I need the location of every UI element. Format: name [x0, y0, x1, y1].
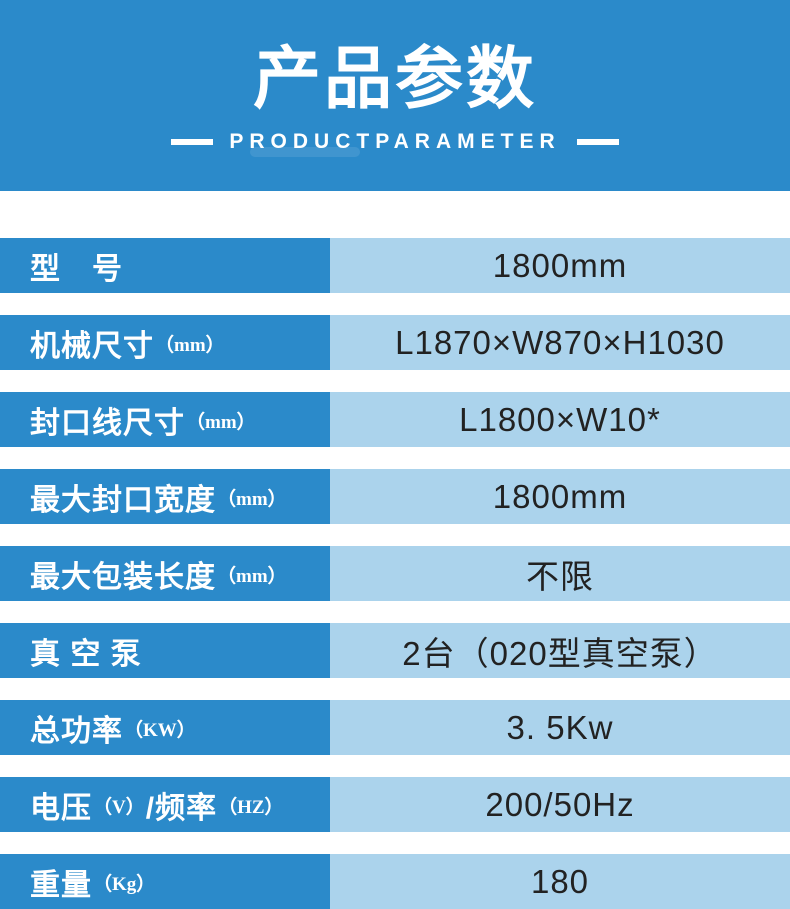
spec-label: 封口线尺寸 （mm） — [0, 392, 330, 447]
spec-table: 型 号 1800mm 机械尺寸 （mm） L1870×W870×H1030 封口… — [0, 238, 790, 909]
spec-label-text: 重量 — [30, 868, 92, 902]
table-row-max-package-length: 最大包装长度 （mm） 不限 — [0, 546, 790, 601]
spec-label-text: 机械尺寸 — [30, 329, 154, 363]
spec-label-unit: （mm） — [217, 489, 287, 510]
spec-label: 最大包装长度 （mm） — [0, 546, 330, 601]
product-parameter-banner: 产品参数 PRODUCTPARAMETER — [0, 0, 790, 191]
spec-value: 2台（020型真空泵） — [330, 623, 790, 678]
spec-label-text: 封口线尺寸 — [30, 406, 185, 440]
spec-label-unit: （mm） — [217, 566, 287, 587]
spec-value: 3. 5Kw — [330, 700, 790, 755]
spec-label: 型 号 — [0, 238, 330, 293]
table-row-weight: 重量 （Kg） 180 — [0, 854, 790, 909]
table-row-voltage-frequency: 电压 （V） /频率 （HZ） 200/50Hz — [0, 777, 790, 832]
spec-label-text: 电压 — [30, 791, 92, 825]
banner-subtitle: PRODUCTPARAMETER — [155, 130, 634, 154]
spec-label: 机械尺寸 （mm） — [0, 315, 330, 370]
spec-label-unit: （Kg） — [93, 874, 156, 895]
table-row-seal-line-size: 封口线尺寸 （mm） L1800×W10* — [0, 392, 790, 447]
page-title: 产品参数 — [252, 41, 537, 117]
table-row-vacuum-pump: 真 空 泵 2台（020型真空泵） — [0, 623, 790, 678]
spec-label: 总功率 （KW） — [0, 700, 330, 755]
spec-label-unit: （KW） — [124, 720, 196, 741]
spec-value: L1800×W10* — [330, 392, 790, 447]
spec-value: 200/50Hz — [330, 777, 790, 832]
dash-right-decoration — [576, 139, 619, 146]
spec-label-text: 最大封口宽度 — [30, 483, 216, 517]
spec-value: 1800mm — [330, 469, 790, 524]
spec-value: L1870×W870×H1030 — [330, 315, 790, 370]
spec-label-text2: /频率 — [145, 791, 218, 825]
spec-value: 1800mm — [330, 238, 790, 293]
table-row-machine-size: 机械尺寸 （mm） L1870×W870×H1030 — [0, 315, 790, 370]
spec-label-unit: （mm） — [186, 412, 256, 433]
spec-label: 真 空 泵 — [0, 623, 330, 678]
spec-label-unit: （V） — [93, 797, 145, 818]
table-row-max-seal-width: 最大封口宽度 （mm） 1800mm — [0, 469, 790, 524]
spec-label: 最大封口宽度 （mm） — [0, 469, 330, 524]
spec-label: 重量 （Kg） — [0, 854, 330, 909]
spec-value: 不限 — [330, 546, 790, 601]
table-row-total-power: 总功率 （KW） 3. 5Kw — [0, 700, 790, 755]
spec-label: 电压 （V） /频率 （HZ） — [0, 777, 330, 832]
spec-label-text: 总功率 — [30, 714, 123, 748]
spec-label-text: 型 号 — [30, 252, 123, 286]
spec-label-text: 真 空 泵 — [30, 637, 142, 671]
table-row-model: 型 号 1800mm — [0, 238, 790, 293]
spec-label-text: 最大包装长度 — [30, 560, 216, 594]
spec-value: 180 — [330, 854, 790, 909]
watermark-artifact — [250, 147, 360, 157]
banner-subtitle-text: PRODUCTPARAMETER — [229, 130, 561, 154]
dash-left-decoration — [171, 139, 214, 146]
spec-label-unit2: （HZ） — [218, 797, 284, 818]
spec-label-unit: （mm） — [155, 335, 225, 356]
